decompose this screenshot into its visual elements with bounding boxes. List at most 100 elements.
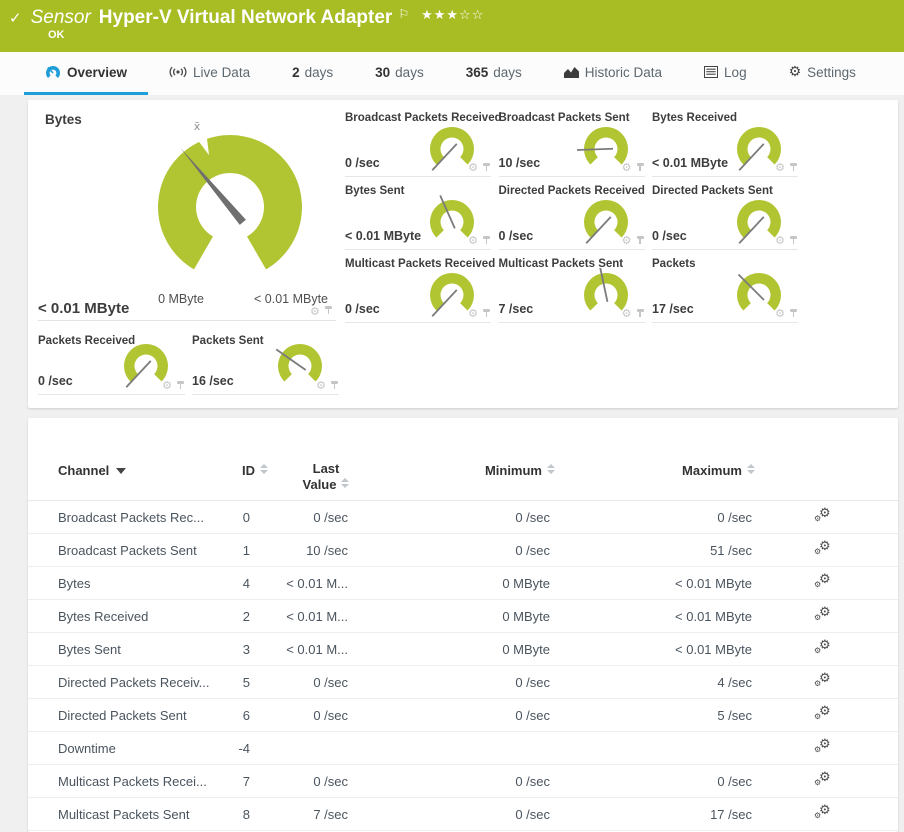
pin-icon[interactable]	[177, 381, 184, 390]
gauges-panel: Bytes x̄ 0 MByte < 0.01 MByte < 0.01 MBy…	[28, 100, 898, 408]
status-badge: OK	[48, 29, 65, 41]
tab-log[interactable]: Log	[683, 52, 768, 95]
gauge-tile-packets[interactable]: Packets 17 /sec ⚙	[652, 256, 798, 323]
sensor-header: ✓ Sensor Hyper-V Virtual Network Adapter…	[0, 0, 904, 52]
gauge-tile-broadcast-packets-received[interactable]: Broadcast Packets Received 0 /sec ⚙	[345, 110, 502, 177]
gauge-arc	[737, 200, 781, 244]
gear-icon: ⚙	[788, 64, 802, 80]
channel-settings-icon[interactable]: ⚙ ⚙	[814, 572, 831, 589]
gauge-arc	[124, 344, 168, 388]
gauge-icon	[45, 65, 61, 80]
gauge-settings-icon[interactable]: ⚙	[621, 161, 632, 174]
sort-icon	[547, 464, 555, 474]
table-row-broadcast-packets-rec: Broadcast Packets Rec... 0 0 /sec 0 /sec…	[28, 501, 898, 534]
channel-settings-icon[interactable]: ⚙ ⚙	[814, 605, 831, 622]
tab-bar: Overview Live Data 2 days 30 days 365 da…	[0, 52, 904, 95]
gauge-settings-icon[interactable]: ⚙	[162, 379, 172, 392]
gauge-settings-icon[interactable]: ⚙	[468, 307, 478, 320]
channel-settings-icon[interactable]: ⚙ ⚙	[814, 803, 831, 820]
gauge-tile-directed-packets-sent[interactable]: Directed Packets Sent 0 /sec ⚙	[652, 183, 798, 250]
pin-icon[interactable]	[483, 236, 490, 245]
channel-settings-icon[interactable]: ⚙ ⚙	[814, 506, 831, 523]
live-icon	[169, 66, 187, 78]
tab-historic-data[interactable]: Historic Data	[543, 52, 683, 95]
pin-icon[interactable]	[483, 309, 490, 318]
sort-icon	[747, 464, 755, 474]
gauge-tile-multicast-packets-received[interactable]: Multicast Packets Received 0 /sec ⚙	[345, 256, 495, 323]
sort-icon	[341, 478, 350, 488]
channel-table-panel: Channel ID Last Value Minimum Maximum Br…	[28, 418, 898, 832]
gauge-settings-icon[interactable]: ⚙	[621, 234, 632, 247]
gauge-settings-icon[interactable]: ⚙	[775, 307, 785, 320]
sort-desc-icon	[116, 468, 127, 474]
table-row-bytes-sent: Bytes Sent 3 < 0.01 M... 0 MByte < 0.01 …	[28, 633, 898, 666]
gauge-arc	[275, 344, 322, 382]
gauge-settings-icon[interactable]: ⚙	[316, 379, 326, 392]
pin-icon[interactable]	[790, 236, 797, 245]
pin-icon[interactable]	[636, 236, 644, 245]
mean-marker: x̄	[194, 120, 201, 133]
sort-icon	[260, 464, 268, 474]
primary-gauge[interactable]: x̄	[130, 117, 330, 287]
channel-settings-icon[interactable]: ⚙ ⚙	[814, 737, 831, 754]
primary-gauge-value: < 0.01 MByte	[38, 300, 130, 317]
gauge-arc	[430, 195, 474, 238]
gauge-arc	[430, 127, 474, 171]
column-header-channel[interactable]: Channel	[58, 463, 127, 478]
primary-gauge-title: Bytes	[45, 112, 82, 127]
gauge-arc	[737, 127, 781, 171]
gauge-settings-icon[interactable]: ⚙	[310, 305, 320, 318]
tab-2-days[interactable]: 2 days	[292, 64, 334, 80]
table-row-multicast-packets-recei: Multicast Packets Recei... 7 0 /sec 0 /s…	[28, 765, 898, 798]
pin-icon[interactable]	[331, 381, 338, 390]
gauge-arc	[430, 273, 474, 317]
gauge-tile-directed-packets-received[interactable]: Directed Packets Received 0 /sec ⚙	[498, 183, 645, 250]
page-title: Hyper-V Virtual Network Adapter	[98, 7, 393, 28]
chart-icon	[563, 66, 579, 78]
flag-icon[interactable]: ⚐	[398, 7, 410, 21]
pin-icon[interactable]	[636, 163, 644, 172]
channel-rows: Broadcast Packets Rec... 0 0 /sec 0 /sec…	[28, 500, 898, 831]
gauge-settings-icon[interactable]: ⚙	[468, 161, 478, 174]
gauge-settings-icon[interactable]: ⚙	[468, 234, 478, 247]
table-row-directed-packets-sent: Directed Packets Sent 6 0 /sec 0 /sec 5 …	[28, 699, 898, 732]
tab-live-data[interactable]: Live Data	[148, 52, 271, 95]
column-header-last-value[interactable]: Last Value	[294, 461, 358, 493]
channel-settings-icon[interactable]: ⚙ ⚙	[814, 770, 831, 787]
table-row-multicast-packets-sent: Multicast Packets Sent 8 7 /sec 0 /sec 1…	[28, 798, 898, 831]
gauge-settings-icon[interactable]: ⚙	[775, 161, 785, 174]
status-check-icon: ✓	[9, 9, 22, 27]
pin-icon[interactable]	[636, 309, 644, 318]
gauge-tile-multicast-packets-sent[interactable]: Multicast Packets Sent 7 /sec ⚙	[498, 256, 645, 323]
pin-icon[interactable]	[790, 163, 797, 172]
channel-settings-icon[interactable]: ⚙ ⚙	[814, 638, 831, 655]
gauge-arc	[737, 273, 781, 311]
primary-gauge-actions: ⚙	[310, 302, 332, 320]
column-header-id[interactable]: ID	[242, 463, 268, 478]
channel-settings-icon[interactable]: ⚙ ⚙	[814, 704, 831, 721]
rating-stars[interactable]: ★★★☆☆	[421, 8, 485, 23]
gauge-tile-broadcast-packets-sent[interactable]: Broadcast Packets Sent 10 /sec ⚙	[498, 110, 645, 177]
channel-settings-icon[interactable]: ⚙ ⚙	[814, 671, 831, 688]
tab-settings[interactable]: ⚙ Settings	[788, 64, 856, 80]
gauge-tile-packets-sent[interactable]: Packets Sent 16 /sec ⚙	[192, 333, 339, 395]
gauge-arc	[583, 268, 628, 311]
column-header-maximum[interactable]: Maximum	[682, 463, 755, 478]
gauge-settings-icon[interactable]: ⚙	[621, 307, 632, 320]
tab-overview[interactable]: Overview	[24, 52, 149, 95]
pin-icon[interactable]	[324, 306, 332, 315]
gauge-scale-max: < 0.01 MByte	[254, 292, 328, 306]
gauge-tile-bytes-sent[interactable]: Bytes Sent < 0.01 MByte ⚙	[345, 183, 491, 250]
gauge-arc	[576, 127, 628, 165]
column-header-minimum[interactable]: Minimum	[485, 463, 555, 478]
gauge-settings-icon[interactable]: ⚙	[775, 234, 785, 247]
gauge-tile-bytes-received[interactable]: Bytes Received < 0.01 MByte ⚙	[652, 110, 798, 177]
gauge-tile-packets-received[interactable]: Packets Received 0 /sec ⚙	[38, 333, 185, 395]
channel-settings-icon[interactable]: ⚙ ⚙	[814, 539, 831, 556]
table-row-broadcast-packets-sent: Broadcast Packets Sent 1 10 /sec 0 /sec …	[28, 534, 898, 567]
divider	[38, 320, 336, 321]
tab-30-days[interactable]: 30 days	[375, 64, 424, 80]
tab-365-days[interactable]: 365 days	[465, 64, 522, 80]
pin-icon[interactable]	[790, 309, 797, 318]
pin-icon[interactable]	[483, 163, 490, 172]
